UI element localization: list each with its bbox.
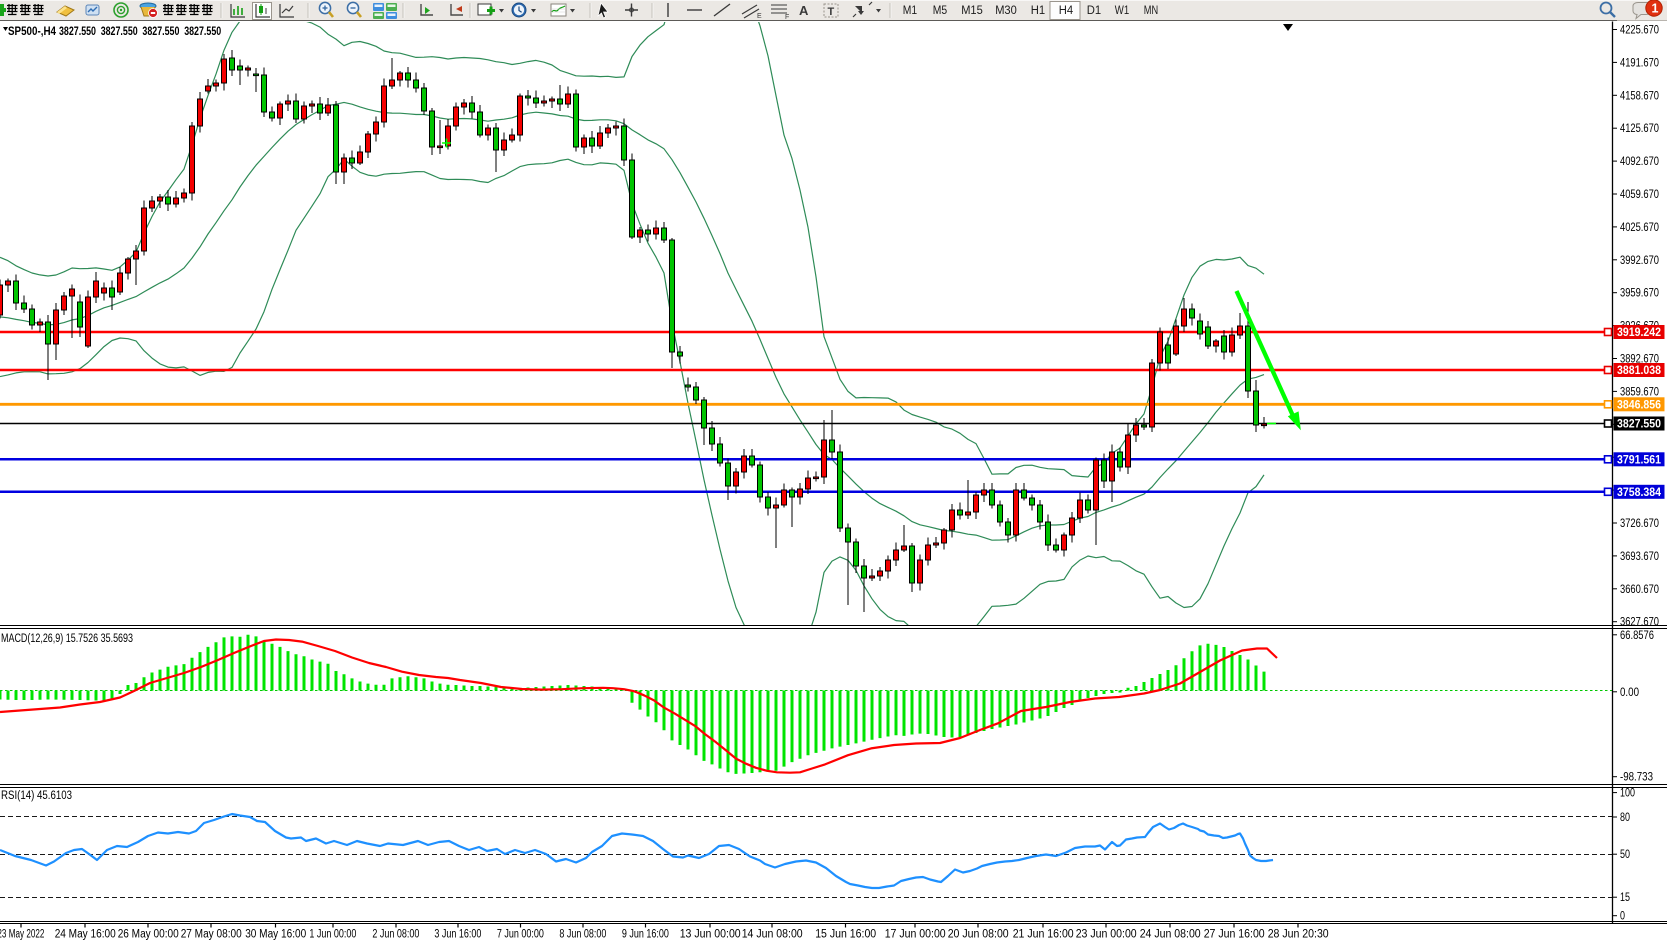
svg-text:A: A <box>799 3 809 18</box>
svg-text:26 May 00:00: 26 May 00:00 <box>118 929 179 941</box>
svg-text:3992.670: 3992.670 <box>1620 255 1659 267</box>
svg-text:3660.670: 3660.670 <box>1620 584 1659 596</box>
svg-text:1 Jun 00:00: 1 Jun 00:00 <box>309 929 356 941</box>
svg-text:E: E <box>757 13 762 20</box>
svg-text:MN: MN <box>1144 5 1158 17</box>
svg-text:3919.242: 3919.242 <box>1617 327 1661 339</box>
svg-text:4025.670: 4025.670 <box>1620 222 1659 234</box>
svg-text:3827.550: 3827.550 <box>101 24 138 38</box>
svg-text:M30: M30 <box>995 5 1017 17</box>
svg-text:14 Jun 08:00: 14 Jun 08:00 <box>742 929 803 941</box>
svg-text:3 Jun 16:00: 3 Jun 16:00 <box>434 929 481 941</box>
svg-text:28 Jun 20:30: 28 Jun 20:30 <box>1268 929 1329 941</box>
svg-text:3892.670: 3892.670 <box>1620 354 1659 366</box>
svg-text:M5: M5 <box>933 5 947 17</box>
svg-text:15: 15 <box>1620 892 1630 904</box>
svg-text:15 Jun 16:00: 15 Jun 16:00 <box>815 929 876 941</box>
svg-text:7 Jun 00:00: 7 Jun 00:00 <box>497 929 544 941</box>
svg-text:3959.670: 3959.670 <box>1620 288 1659 300</box>
svg-text:3627.670: 3627.670 <box>1620 617 1659 629</box>
svg-text:8 Jun 08:00: 8 Jun 08:00 <box>559 929 606 941</box>
svg-text:9 Jun 16:00: 9 Jun 16:00 <box>622 929 669 941</box>
svg-text:80: 80 <box>1620 812 1630 824</box>
svg-text:1: 1 <box>1652 2 1659 16</box>
svg-text:H1: H1 <box>1031 5 1045 17</box>
svg-text:23 Jun 00:00: 23 Jun 00:00 <box>1076 929 1137 941</box>
svg-text:27 May 08:00: 27 May 08:00 <box>181 929 242 941</box>
svg-text:17 Jun 00:00: 17 Jun 00:00 <box>885 929 946 941</box>
svg-text:H4: H4 <box>1059 5 1074 17</box>
svg-text:0: 0 <box>1620 911 1625 923</box>
svg-text:M1: M1 <box>903 5 917 17</box>
svg-text:4158.670: 4158.670 <box>1620 90 1659 102</box>
svg-text:3726.670: 3726.670 <box>1620 518 1659 530</box>
svg-text:3859.670: 3859.670 <box>1620 386 1659 398</box>
svg-text:MACD(12,26,9) 15.7526 35.5693: MACD(12,26,9) 15.7526 35.5693 <box>1 633 133 645</box>
svg-text:3846.856: 3846.856 <box>1617 399 1661 411</box>
svg-text:20 Jun 08:00: 20 Jun 08:00 <box>948 929 1009 941</box>
svg-text:D1: D1 <box>1087 5 1101 17</box>
svg-text:50: 50 <box>1620 849 1630 861</box>
svg-text:-98.733: -98.733 <box>1620 772 1653 784</box>
svg-text:3693.670: 3693.670 <box>1620 551 1659 563</box>
svg-text:4059.670: 4059.670 <box>1620 189 1659 201</box>
svg-text:3791.561: 3791.561 <box>1617 454 1662 466</box>
svg-text:24 Jun 08:00: 24 Jun 08:00 <box>1140 929 1201 941</box>
svg-text:27 Jun 16:00: 27 Jun 16:00 <box>1204 929 1265 941</box>
svg-text:3881.038: 3881.038 <box>1617 365 1662 377</box>
svg-text:2 Jun 08:00: 2 Jun 08:00 <box>372 929 419 941</box>
svg-text:4092.670: 4092.670 <box>1620 156 1659 168</box>
svg-text:T: T <box>828 6 835 18</box>
svg-text:100: 100 <box>1620 788 1635 800</box>
svg-text:3827.550: 3827.550 <box>142 24 179 38</box>
svg-text:F: F <box>785 14 789 21</box>
svg-text:4125.670: 4125.670 <box>1620 123 1659 135</box>
svg-text:4225.670: 4225.670 <box>1620 25 1659 37</box>
svg-text:3758.384: 3758.384 <box>1617 487 1662 499</box>
svg-text:0.00: 0.00 <box>1620 687 1639 699</box>
svg-text:RSI(14) 45.6103: RSI(14) 45.6103 <box>1 790 72 802</box>
svg-text:3827.550: 3827.550 <box>184 24 221 38</box>
svg-text:30 May 16:00: 30 May 16:00 <box>245 929 306 941</box>
svg-text:66.8576: 66.8576 <box>1620 630 1654 642</box>
svg-text:21 Jun 16:00: 21 Jun 16:00 <box>1013 929 1074 941</box>
svg-text:3827.550: 3827.550 <box>1617 419 1661 431</box>
svg-text:4191.670: 4191.670 <box>1620 57 1659 69</box>
svg-text:23 May 2022: 23 May 2022 <box>0 929 44 941</box>
svg-text:W1: W1 <box>1115 5 1129 17</box>
svg-text:3827.550: 3827.550 <box>59 24 96 38</box>
svg-text:SP500-,H4: SP500-,H4 <box>8 24 56 38</box>
svg-text:13 Jun 00:00: 13 Jun 00:00 <box>680 929 741 941</box>
svg-text:M15: M15 <box>961 5 983 17</box>
svg-text:24 May 16:00: 24 May 16:00 <box>55 929 116 941</box>
